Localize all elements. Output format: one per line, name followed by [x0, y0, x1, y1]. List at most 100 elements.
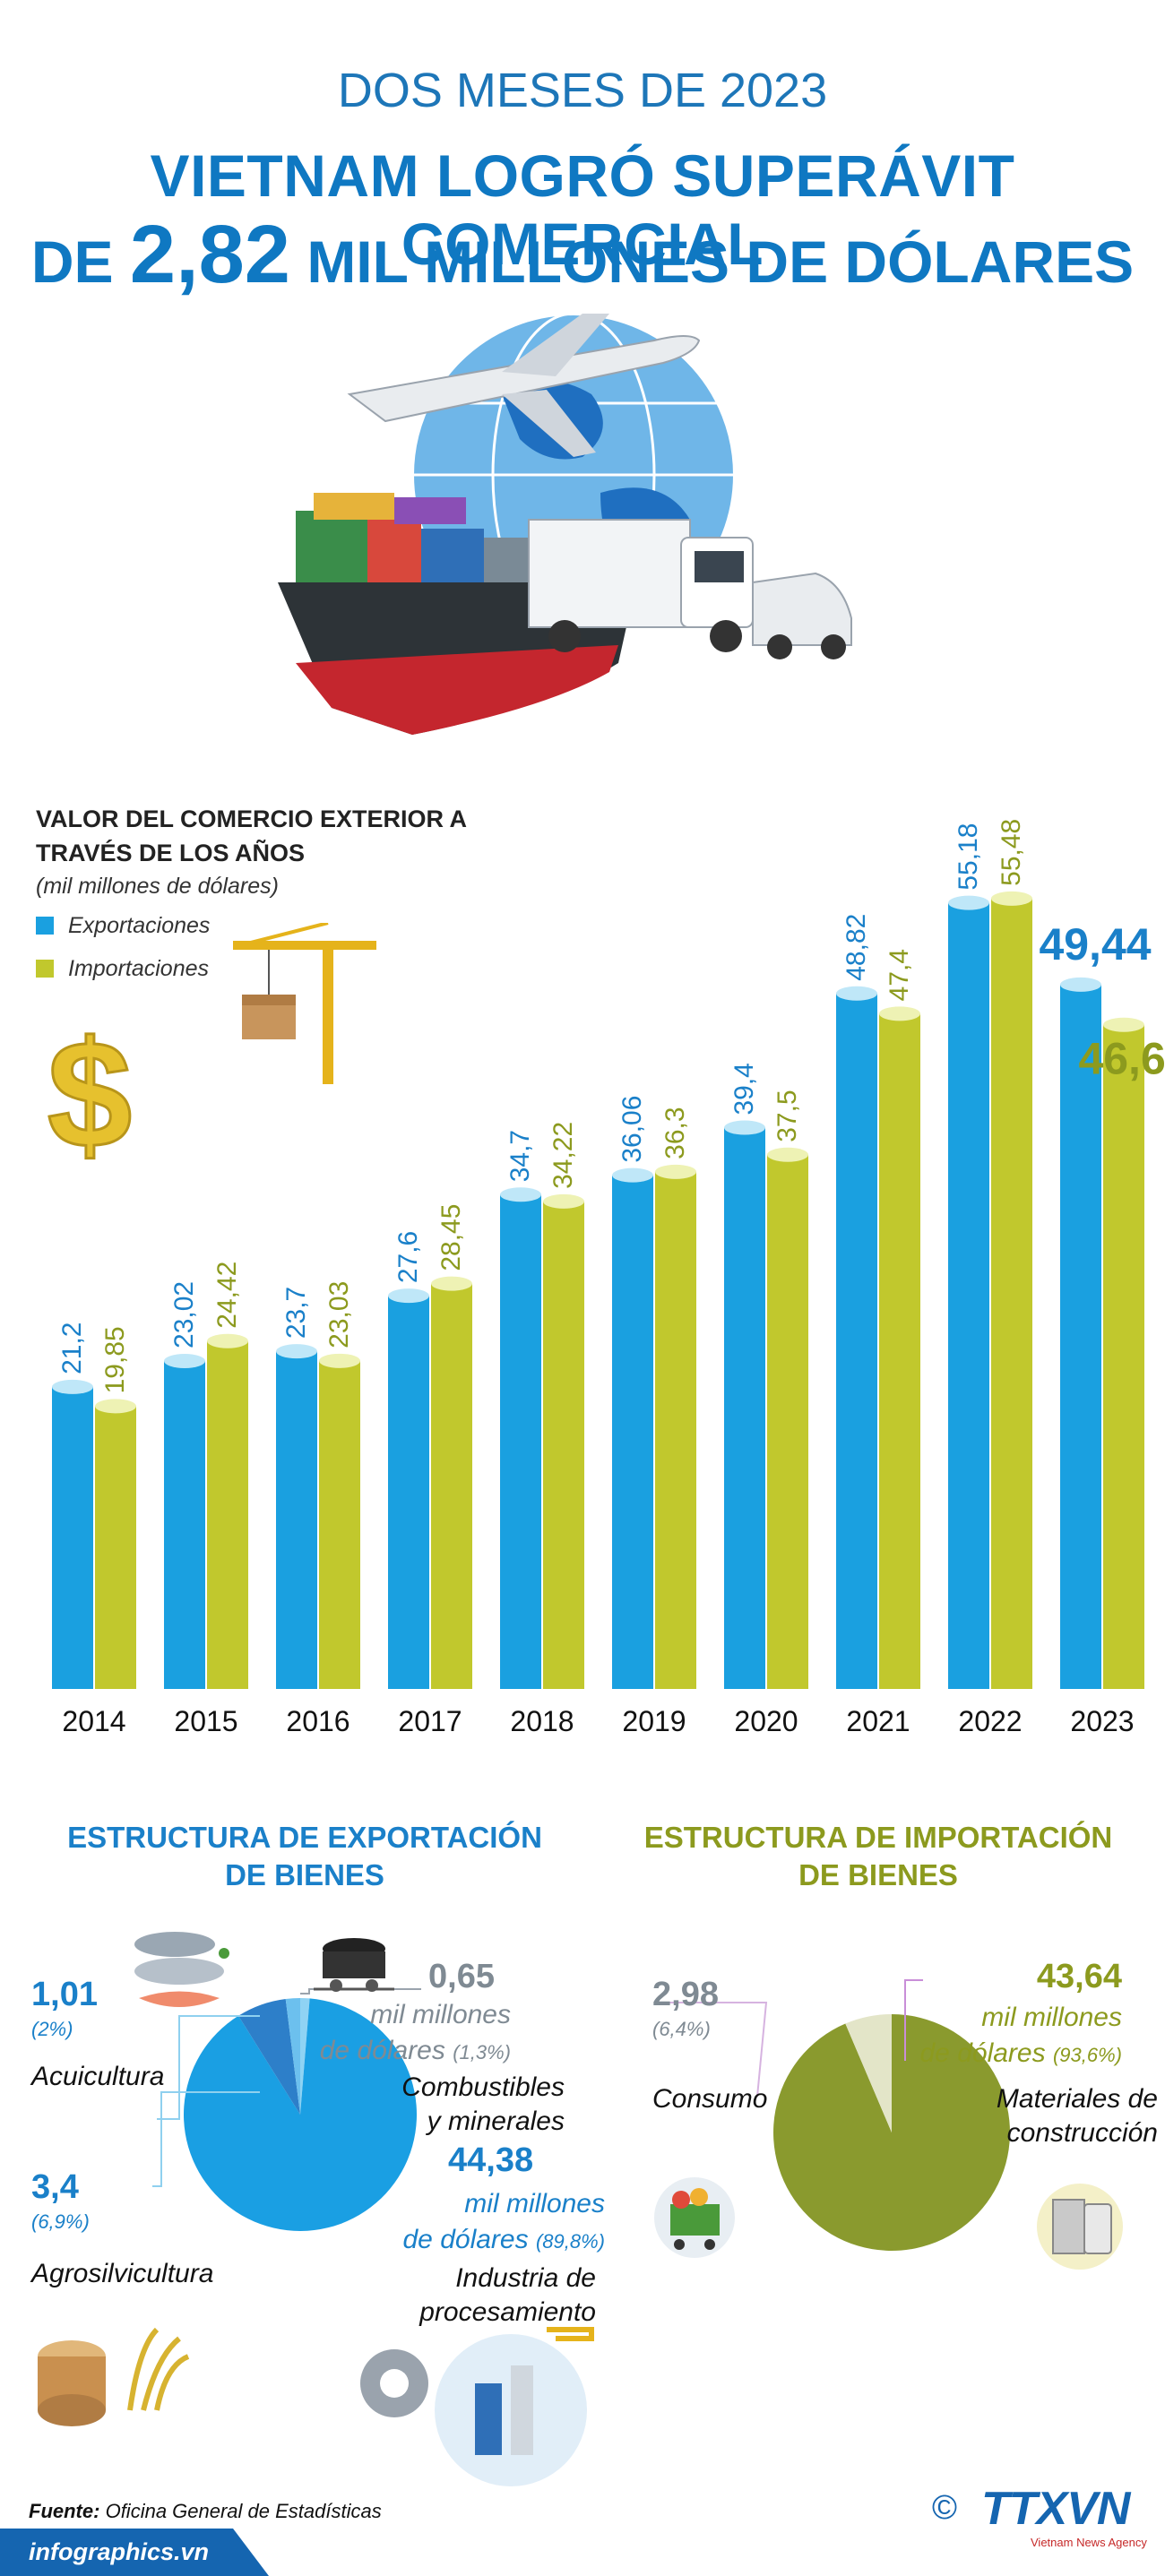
legend-imports-swatch	[36, 960, 54, 978]
import-title-line2: DE BIENES	[798, 1858, 958, 1891]
import-slice-1	[845, 2014, 892, 2132]
x-tick-2020: 2020	[734, 1705, 798, 1737]
bar-import-2020	[767, 1147, 808, 1689]
x-tick-2018: 2018	[510, 1705, 574, 1737]
bar-body	[431, 1283, 472, 1689]
bar-label-export-2020: 39,4	[729, 1063, 759, 1115]
bar-cap	[1103, 1017, 1144, 1032]
leader-line-consumo	[654, 2002, 768, 2098]
bar-cap	[431, 1276, 472, 1291]
bar-body	[612, 1175, 653, 1689]
bar-export-2015	[164, 1353, 205, 1689]
x-tick-2016: 2016	[286, 1705, 350, 1737]
combustibles-unit-line2: de dólares (1,3%)	[296, 2036, 511, 2066]
x-tick-2014: 2014	[62, 1705, 125, 1737]
export-title-line1: ESTRUCTURA DE EXPORTACIÓN	[67, 1821, 542, 1854]
bar-cap	[724, 1120, 765, 1135]
bar-body	[724, 1127, 765, 1689]
bar-export-2016	[276, 1344, 317, 1689]
industria-percent: (89,8%)	[535, 2230, 605, 2253]
bar-body	[879, 1013, 920, 1689]
title-surplus-number: 2,82	[129, 209, 290, 300]
source-text: Oficina General de Estadísticas	[105, 2500, 382, 2522]
combustibles-value: 0,65	[428, 1958, 495, 1995]
export-slice-2	[238, 1999, 300, 2115]
consumo-label: Consumo	[652, 2084, 768, 2114]
bar-cap	[95, 1399, 136, 1414]
bar-cap	[500, 1187, 541, 1202]
x-tick-2022: 2022	[958, 1705, 1022, 1737]
bar-cap	[991, 891, 1032, 906]
bar-body	[52, 1386, 93, 1689]
bar-body	[767, 1154, 808, 1689]
bar-export-2018	[500, 1187, 541, 1689]
bar-body	[948, 902, 989, 1689]
export-slice-3	[285, 1998, 300, 2115]
bar-label-import-2015: 24,42	[212, 1262, 242, 1329]
industria-value: 44,38	[448, 2141, 534, 2179]
x-tick-2015: 2015	[174, 1705, 237, 1737]
bar-label-export-2017: 27,6	[393, 1231, 423, 1283]
materiales-value: 43,64	[1036, 1958, 1122, 1995]
truck-icon	[528, 519, 754, 652]
leader-line-acuicultura	[157, 2015, 260, 2120]
bar-import-2019	[655, 1164, 696, 1689]
bar-label-export-2023: 49,44	[1039, 919, 1151, 969]
import-title-line1: ESTRUCTURA DE IMPORTACIÓN	[643, 1821, 1113, 1854]
bar-label-import-2023: 46,62	[1078, 1034, 1165, 1084]
consumo-value: 2,98	[652, 1976, 719, 2013]
combustibles-unit-text: de dólares	[319, 2036, 445, 2065]
bar-cap	[164, 1353, 205, 1368]
bar-body	[276, 1351, 317, 1689]
copyright-icon: ©	[932, 2489, 957, 2527]
bar-body	[164, 1360, 205, 1689]
van-icon	[752, 572, 852, 659]
bar-import-2015	[207, 1333, 248, 1689]
industria-unit-line1: mil millones	[464, 2189, 605, 2218]
acuicultura-percent: (2%)	[31, 2018, 73, 2040]
bar-cap	[52, 1379, 93, 1394]
agrosilvicultura-percent: (6,9%)	[31, 2210, 90, 2233]
bar-export-2021	[836, 986, 877, 1689]
x-tick-2017: 2017	[398, 1705, 462, 1737]
legend-imports-label: Importaciones	[68, 956, 210, 981]
bar-label-import-2020: 37,5	[772, 1090, 802, 1142]
x-tick-2021: 2021	[846, 1705, 910, 1737]
dollar-icon: $	[46, 1012, 134, 1174]
bar-cap	[1060, 977, 1101, 992]
x-tick-2023: 2023	[1070, 1705, 1134, 1737]
export-slice-1	[183, 1998, 418, 2231]
bar-label-import-2019: 36,3	[660, 1107, 690, 1159]
chart-unit: (mil millones de dólares)	[36, 874, 279, 899]
acuicultura-label: Acuicultura	[31, 2062, 165, 2091]
bar-body	[836, 993, 877, 1689]
export-structure-diagram	[38, 1932, 594, 2486]
bar-label-import-2022: 55,48	[997, 819, 1026, 886]
bar-import-2021	[879, 1006, 920, 1689]
bar-cap	[767, 1147, 808, 1162]
bar-label-import-2018: 34,22	[548, 1122, 578, 1189]
main-title-line1: VIETNAM LOGRÓ SUPERÁVIT COMERCIAL	[150, 142, 1015, 277]
svg-text:$: $	[47, 1012, 133, 1174]
fish-icon	[134, 1932, 229, 2007]
website-link[interactable]: infographics.vn	[29, 2538, 210, 2565]
materiales-unit-line2: de dólares (93,6%)	[878, 2038, 1123, 2069]
bar-cap	[319, 1353, 360, 1368]
bar-cap	[612, 1167, 653, 1183]
bar-export-2020	[724, 1120, 765, 1689]
bar-label-import-2016: 23,03	[324, 1281, 354, 1348]
title-prefix: DE	[30, 228, 114, 295]
materiales-percent: (93,6%)	[1052, 2044, 1122, 2066]
bar-body	[655, 1171, 696, 1689]
source-label: Fuente:	[29, 2500, 100, 2522]
x-tick-2019: 2019	[622, 1705, 686, 1737]
bar-cap	[948, 895, 989, 910]
bar-label-export-2015: 23,02	[169, 1281, 199, 1348]
import-structure-diagram	[654, 1979, 1123, 2270]
materiales-label-line2: construcción	[1006, 2118, 1158, 2148]
legend-exports-swatch	[36, 917, 54, 935]
crane-icon	[233, 923, 376, 1084]
legend-exports-label: Exportaciones	[68, 913, 211, 938]
wood-rice-icon	[38, 2327, 190, 2426]
import-structure-title: ESTRUCTURA DE IMPORTACIÓN DE BIENES	[627, 1819, 1129, 1894]
